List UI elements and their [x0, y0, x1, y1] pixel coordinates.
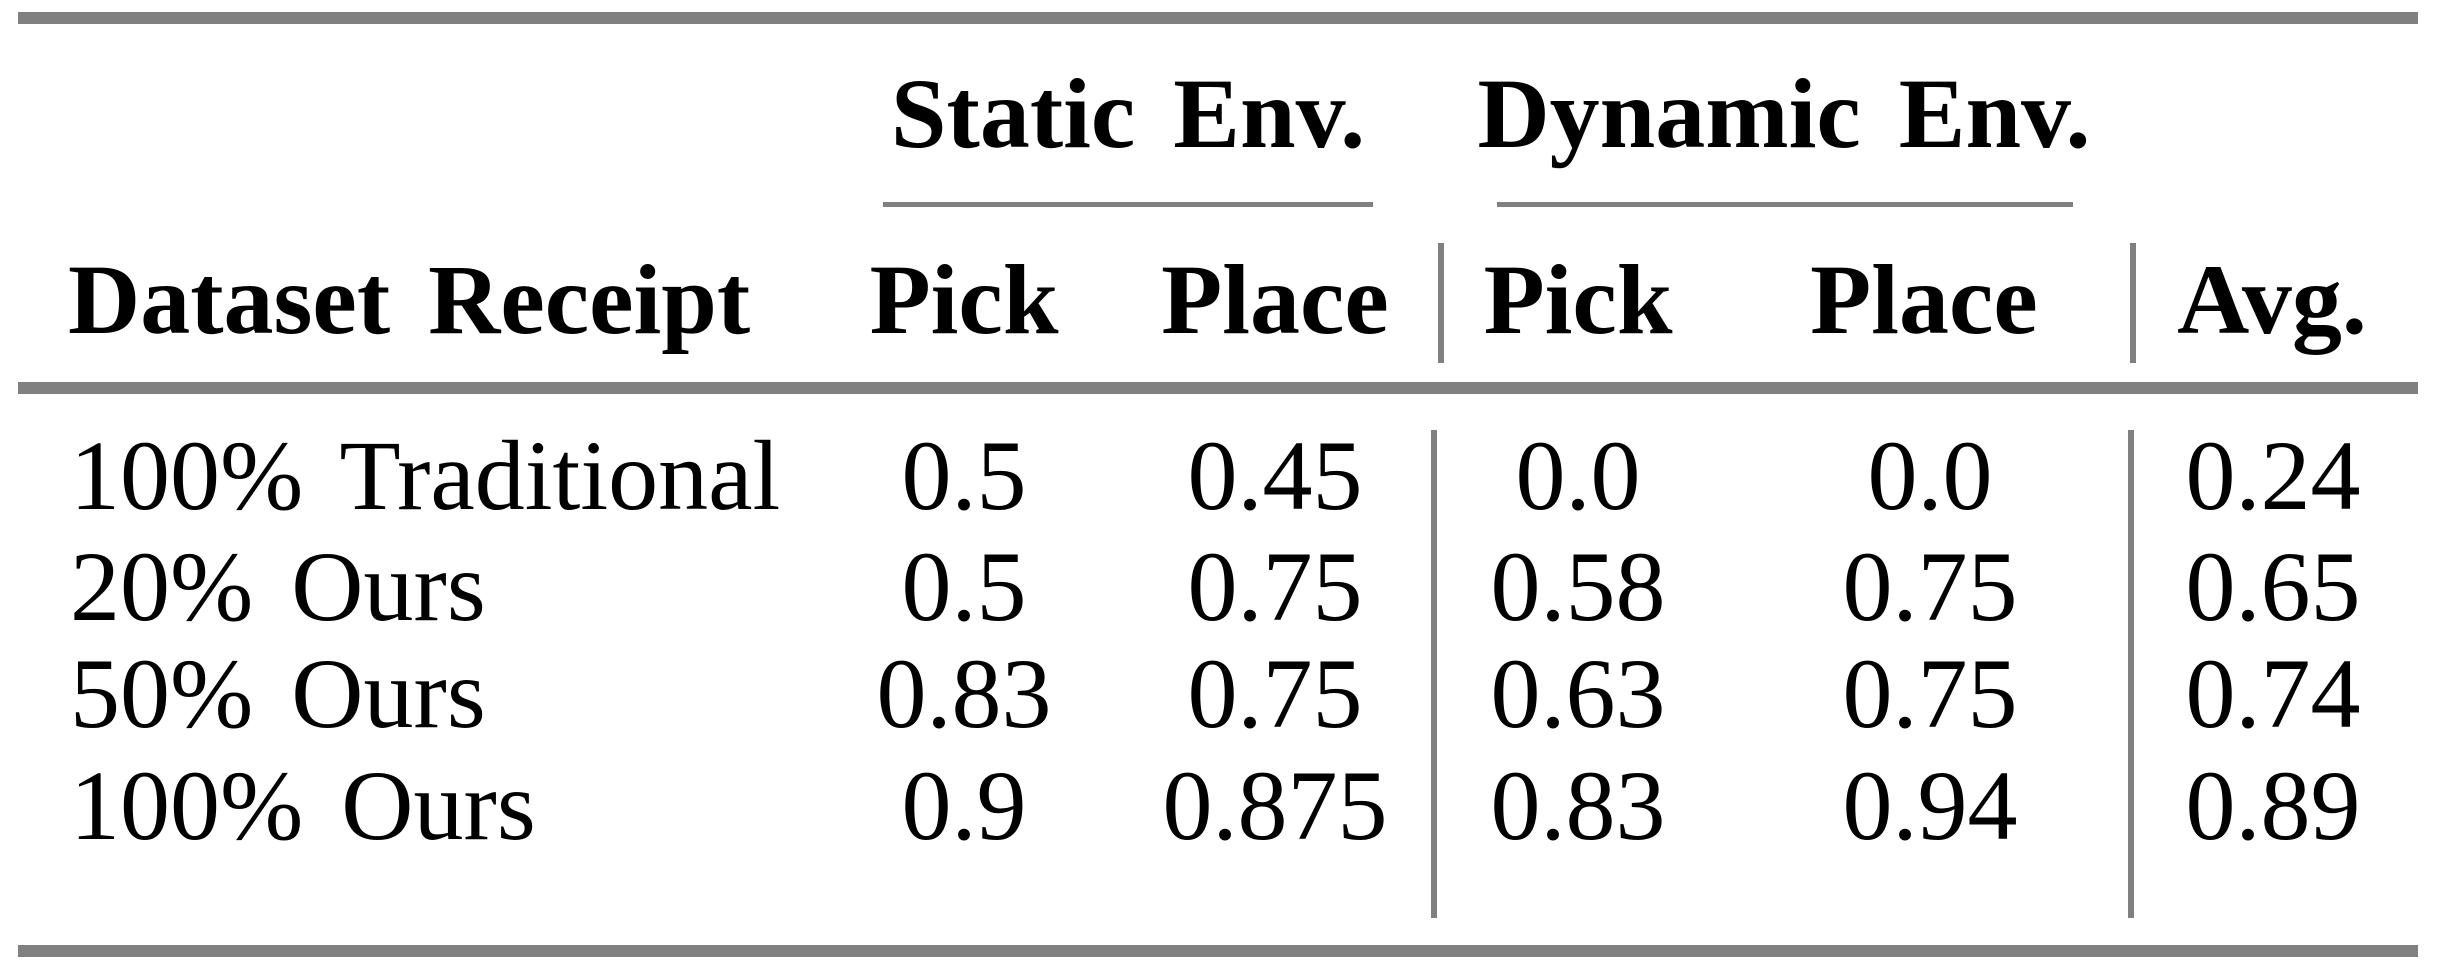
cell-avg: 0.89	[2185, 750, 2361, 861]
row-label: 100% Traditional	[70, 420, 781, 531]
bottom-rule	[18, 945, 2418, 957]
cell-dynamic-pick: 0.0	[1515, 420, 1641, 531]
row-label: 100% Ours	[70, 750, 536, 861]
cell-dynamic-pick: 0.63	[1490, 638, 1666, 749]
cell-dynamic-place: 0.75	[1842, 531, 2018, 642]
cell-static-pick: 0.83	[876, 638, 1052, 749]
dynamic-env-cmidrule	[1497, 202, 2073, 207]
header-vertical-divider-static-dynamic	[1438, 243, 1444, 363]
header-avg: Avg.	[2177, 244, 2367, 355]
cell-dynamic-pick: 0.83	[1490, 750, 1666, 861]
top-rule	[18, 12, 2418, 24]
header-dynamic-pick: Pick	[1483, 244, 1673, 355]
col-group-static-env: Static Env.	[890, 58, 1366, 169]
header-vertical-divider-avg	[2130, 243, 2136, 363]
static-env-cmidrule	[883, 202, 1373, 207]
body-vertical-divider-avg	[2128, 430, 2134, 918]
cell-static-place: 0.75	[1187, 531, 1363, 642]
cell-static-pick: 0.5	[901, 420, 1027, 531]
cell-dynamic-place: 0.94	[1842, 750, 2018, 861]
cell-static-pick: 0.9	[901, 750, 1027, 861]
row-label: 50% Ours	[70, 638, 486, 749]
cell-dynamic-pick: 0.58	[1490, 531, 1666, 642]
cell-static-place: 0.45	[1187, 420, 1363, 531]
row-label: 20% Ours	[70, 531, 486, 642]
cell-avg: 0.24	[2185, 420, 2361, 531]
col-group-dynamic-env: Dynamic Env.	[1477, 58, 2091, 169]
cell-static-place: 0.75	[1187, 638, 1363, 749]
cell-avg: 0.74	[2185, 638, 2361, 749]
cell-static-place: 0.875	[1162, 750, 1388, 861]
cell-dynamic-place: 0.0	[1867, 420, 1993, 531]
header-static-pick: Pick	[869, 244, 1059, 355]
header-dataset-receipt: Dataset Receipt	[68, 244, 751, 355]
header-midrule	[18, 382, 2418, 394]
cell-avg: 0.65	[2185, 531, 2361, 642]
body-vertical-divider-static-dynamic	[1431, 430, 1437, 918]
header-static-place: Place	[1161, 244, 1389, 355]
cell-dynamic-place: 0.75	[1842, 638, 2018, 749]
cell-static-pick: 0.5	[901, 531, 1027, 642]
header-dynamic-place: Place	[1810, 244, 2038, 355]
